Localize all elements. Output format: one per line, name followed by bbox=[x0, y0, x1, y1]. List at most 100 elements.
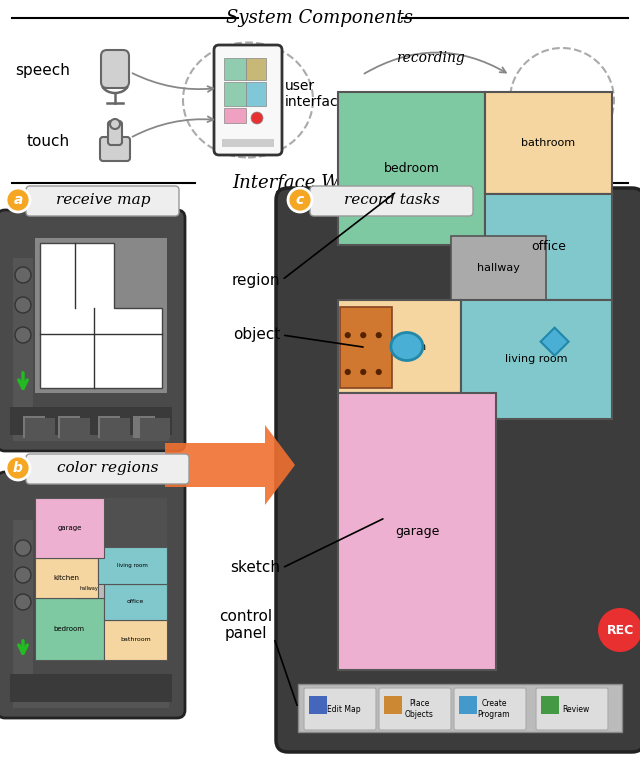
FancyBboxPatch shape bbox=[276, 188, 640, 752]
Polygon shape bbox=[541, 328, 568, 356]
Bar bbox=[485, 194, 612, 300]
Circle shape bbox=[345, 332, 351, 338]
Bar bbox=[461, 300, 612, 419]
Text: receive map: receive map bbox=[56, 193, 150, 207]
Text: region: region bbox=[232, 273, 280, 288]
Text: hallway: hallway bbox=[80, 586, 99, 591]
Circle shape bbox=[6, 188, 30, 212]
Bar bbox=[13, 676, 169, 708]
Bar bbox=[309, 696, 327, 714]
Bar bbox=[224, 108, 246, 123]
Text: object: object bbox=[232, 328, 280, 342]
Bar bbox=[318, 235, 622, 680]
Bar bbox=[224, 58, 246, 80]
Bar bbox=[338, 393, 496, 670]
Bar bbox=[485, 92, 612, 194]
Polygon shape bbox=[165, 425, 295, 505]
Bar bbox=[338, 300, 461, 393]
FancyBboxPatch shape bbox=[379, 688, 451, 730]
Circle shape bbox=[376, 369, 382, 375]
Circle shape bbox=[376, 332, 382, 338]
Bar bbox=[459, 696, 477, 714]
Text: c: c bbox=[296, 193, 304, 207]
Bar bbox=[60, 418, 90, 438]
FancyBboxPatch shape bbox=[214, 45, 282, 155]
Polygon shape bbox=[40, 243, 162, 388]
Circle shape bbox=[288, 188, 312, 212]
Bar bbox=[222, 139, 274, 147]
Bar bbox=[541, 696, 559, 714]
Bar bbox=[224, 82, 246, 106]
FancyBboxPatch shape bbox=[26, 186, 179, 216]
Text: record tasks: record tasks bbox=[344, 193, 440, 207]
FancyBboxPatch shape bbox=[100, 137, 130, 161]
FancyBboxPatch shape bbox=[101, 50, 129, 88]
Bar bbox=[10, 674, 172, 702]
Circle shape bbox=[15, 297, 31, 313]
Bar bbox=[140, 418, 170, 438]
Text: garage: garage bbox=[395, 525, 439, 538]
Text: user
interface: user interface bbox=[285, 79, 347, 109]
Circle shape bbox=[15, 594, 31, 610]
Text: sketch: sketch bbox=[230, 560, 280, 575]
FancyBboxPatch shape bbox=[454, 688, 526, 730]
Circle shape bbox=[6, 456, 30, 480]
Circle shape bbox=[15, 267, 31, 283]
Circle shape bbox=[345, 369, 351, 375]
Bar bbox=[133, 416, 155, 438]
Bar bbox=[10, 407, 172, 435]
FancyBboxPatch shape bbox=[0, 472, 185, 718]
Bar bbox=[104, 584, 167, 619]
Text: bathroom: bathroom bbox=[120, 637, 150, 642]
Circle shape bbox=[360, 369, 366, 375]
Text: office: office bbox=[127, 600, 144, 604]
Bar bbox=[13, 409, 169, 441]
Bar bbox=[25, 418, 55, 438]
Circle shape bbox=[15, 327, 31, 343]
Text: synthesizer: synthesizer bbox=[522, 93, 602, 107]
Bar bbox=[23, 416, 45, 438]
Text: REC: REC bbox=[606, 624, 634, 637]
Text: Review: Review bbox=[563, 705, 589, 714]
Bar bbox=[58, 416, 80, 438]
Text: living room: living room bbox=[505, 354, 568, 365]
Text: hallway: hallway bbox=[477, 263, 520, 273]
Bar bbox=[246, 58, 266, 80]
FancyBboxPatch shape bbox=[536, 688, 608, 730]
Text: b: b bbox=[13, 461, 23, 475]
Text: control
panel: control panel bbox=[219, 609, 272, 641]
Ellipse shape bbox=[391, 332, 423, 360]
Bar bbox=[35, 558, 99, 599]
Text: garage: garage bbox=[57, 525, 81, 531]
FancyBboxPatch shape bbox=[26, 454, 189, 484]
Circle shape bbox=[15, 540, 31, 556]
Bar bbox=[35, 599, 104, 660]
Circle shape bbox=[251, 112, 263, 124]
Bar bbox=[451, 236, 546, 300]
Text: living room: living room bbox=[117, 562, 148, 568]
Circle shape bbox=[15, 567, 31, 583]
Text: kitchen: kitchen bbox=[54, 575, 80, 581]
Bar bbox=[104, 619, 167, 660]
Bar bbox=[35, 498, 104, 558]
Text: Create
Program: Create Program bbox=[477, 699, 510, 718]
FancyBboxPatch shape bbox=[304, 688, 376, 730]
FancyBboxPatch shape bbox=[310, 186, 473, 216]
Bar bbox=[35, 498, 167, 660]
Bar bbox=[98, 416, 120, 438]
FancyBboxPatch shape bbox=[108, 121, 122, 145]
Bar bbox=[246, 82, 266, 106]
Text: bedroom: bedroom bbox=[54, 626, 85, 632]
Bar bbox=[340, 307, 392, 388]
Bar bbox=[338, 92, 485, 245]
Text: speech: speech bbox=[15, 63, 70, 77]
Text: color regions: color regions bbox=[57, 461, 159, 475]
Text: bedroom: bedroom bbox=[383, 162, 440, 175]
Text: Place
Objects: Place Objects bbox=[404, 699, 433, 718]
Bar bbox=[384, 696, 402, 714]
Circle shape bbox=[110, 119, 120, 129]
Bar bbox=[35, 238, 167, 393]
Bar bbox=[298, 684, 622, 732]
Text: touch: touch bbox=[27, 135, 70, 149]
Bar bbox=[13, 258, 33, 433]
